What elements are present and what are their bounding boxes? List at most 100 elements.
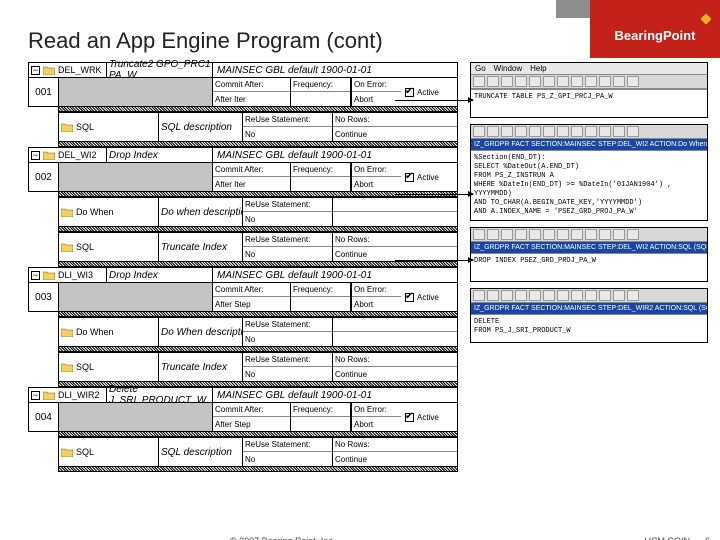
toolbar-button[interactable] bbox=[487, 126, 499, 137]
section-tree-cell[interactable]: −DEL_WI2 bbox=[29, 148, 107, 162]
step-props: ReUse Statement:NoNo Rows:Continue bbox=[243, 233, 457, 261]
toolbar-button[interactable] bbox=[473, 76, 485, 87]
toolbar-button[interactable] bbox=[487, 229, 499, 240]
section-tree-cell[interactable]: −DLI_WIR2 bbox=[29, 388, 107, 402]
toolbar-button[interactable] bbox=[515, 76, 527, 87]
toolbar-button[interactable] bbox=[613, 290, 625, 301]
section-active-cell[interactable]: Active bbox=[401, 283, 457, 311]
collapse-icon[interactable]: − bbox=[31, 151, 40, 160]
toolbar-button[interactable] bbox=[557, 76, 569, 87]
menu-item-help[interactable]: Help bbox=[530, 64, 546, 73]
section-grey-block bbox=[59, 283, 213, 311]
toolbar-button[interactable] bbox=[599, 290, 611, 301]
step-tree-cell[interactable]: SQL bbox=[59, 113, 159, 141]
folder-icon bbox=[43, 66, 55, 75]
step-italic: Truncate Index bbox=[159, 353, 243, 381]
toolbar-button[interactable] bbox=[599, 229, 611, 240]
toolbar-button[interactable] bbox=[473, 229, 485, 240]
section-tree-cell[interactable]: −DLI_WI3 bbox=[29, 268, 107, 282]
toolbar-button[interactable] bbox=[529, 76, 541, 87]
toolbar-button[interactable] bbox=[613, 229, 625, 240]
step-tree-cell[interactable]: Do When bbox=[59, 318, 159, 346]
header-grey-accent bbox=[556, 0, 590, 18]
folder-icon bbox=[61, 328, 73, 337]
arrow-connector bbox=[395, 100, 473, 101]
collapse-icon[interactable]: − bbox=[31, 66, 40, 75]
mini-toolbar bbox=[471, 75, 707, 89]
toolbar-button[interactable] bbox=[529, 126, 541, 137]
step-tree-cell[interactable]: SQL bbox=[59, 233, 159, 261]
toolbar-button[interactable] bbox=[543, 76, 555, 87]
toolbar-button[interactable] bbox=[599, 126, 611, 137]
toolbar-button[interactable] bbox=[501, 76, 513, 87]
toolbar-button[interactable] bbox=[585, 76, 597, 87]
step-props: ReUse Statement:NoNo Rows:Continue bbox=[243, 353, 457, 381]
toolbar-button[interactable] bbox=[585, 290, 597, 301]
folder-icon bbox=[61, 243, 73, 252]
step-tree-cell[interactable]: Do When bbox=[59, 198, 159, 226]
active-checkbox[interactable] bbox=[405, 173, 414, 182]
active-label: Active bbox=[417, 413, 439, 422]
toolbar-button[interactable] bbox=[585, 229, 597, 240]
step-label: Do When bbox=[76, 327, 114, 337]
collapse-icon[interactable]: − bbox=[31, 271, 40, 280]
toolbar-button[interactable] bbox=[501, 290, 513, 301]
mini-menubar[interactable]: Go Window Help bbox=[471, 63, 707, 75]
step-SQL: SQLTruncate IndexReUse Statement:NoNo Ro… bbox=[58, 232, 458, 262]
toolbar-button[interactable] bbox=[627, 126, 639, 137]
toolbar-button[interactable] bbox=[529, 229, 541, 240]
active-checkbox[interactable] bbox=[405, 88, 414, 97]
toolbar-button[interactable] bbox=[501, 229, 513, 240]
mini-window-body: DROP INDEX PSEZ_GRD_PROJ_PA_W bbox=[471, 253, 707, 281]
section-error-labels: On Error:Abort bbox=[351, 78, 401, 106]
mini-window-title: IZ_GRDPR FACT SECTION:MAINSEC STEP:DEL_W… bbox=[471, 139, 707, 150]
section-active-cell[interactable]: Active bbox=[401, 163, 457, 191]
step-SQL: SQLTruncate IndexReUse Statement:NoNo Ro… bbox=[58, 352, 458, 382]
mini-toolbar bbox=[471, 228, 707, 242]
toolbar-button[interactable] bbox=[515, 229, 527, 240]
toolbar-button[interactable] bbox=[613, 126, 625, 137]
toolbar-button[interactable] bbox=[543, 290, 555, 301]
step-italic: Do when description bbox=[159, 198, 243, 226]
toolbar-button[interactable] bbox=[529, 290, 541, 301]
toolbar-button[interactable] bbox=[543, 126, 555, 137]
toolbar-button[interactable] bbox=[557, 229, 569, 240]
toolbar-button[interactable] bbox=[487, 76, 499, 87]
section-number: 003 bbox=[29, 283, 59, 311]
step-props: ReUse Statement:No bbox=[243, 318, 457, 346]
toolbar-button[interactable] bbox=[473, 126, 485, 137]
toolbar-button[interactable] bbox=[543, 229, 555, 240]
toolbar-button[interactable] bbox=[515, 126, 527, 137]
toolbar-button[interactable] bbox=[571, 290, 583, 301]
toolbar-button[interactable] bbox=[487, 290, 499, 301]
toolbar-button[interactable] bbox=[585, 126, 597, 137]
active-checkbox[interactable] bbox=[405, 293, 414, 302]
section-tree-cell[interactable]: −DEL_WRK bbox=[29, 63, 107, 77]
section-active-cell[interactable]: Active bbox=[401, 403, 457, 431]
menu-item-go[interactable]: Go bbox=[475, 64, 486, 73]
toolbar-button[interactable] bbox=[571, 76, 583, 87]
section-properties: 002Commit After:After IterFrequency:On E… bbox=[28, 163, 458, 192]
step-tree-cell[interactable]: SQL bbox=[59, 438, 159, 466]
toolbar-button[interactable] bbox=[515, 290, 527, 301]
toolbar-button[interactable] bbox=[627, 290, 639, 301]
toolbar-button[interactable] bbox=[613, 76, 625, 87]
menu-item-window[interactable]: Window bbox=[494, 64, 522, 73]
step-SQL: SQLSQL descriptionReUse Statement:NoNo R… bbox=[58, 112, 458, 142]
collapse-icon[interactable]: − bbox=[31, 391, 40, 400]
step-tree-cell[interactable]: SQL bbox=[59, 353, 159, 381]
brand-name: BearingPoint bbox=[590, 0, 720, 43]
section-active-cell[interactable]: Active bbox=[401, 78, 457, 106]
toolbar-button[interactable] bbox=[557, 290, 569, 301]
active-checkbox[interactable] bbox=[405, 413, 414, 422]
toolbar-button[interactable] bbox=[501, 126, 513, 137]
section-prop-labels: Commit After:After Iter bbox=[213, 163, 291, 191]
toolbar-button[interactable] bbox=[599, 76, 611, 87]
toolbar-button[interactable] bbox=[473, 290, 485, 301]
toolbar-button[interactable] bbox=[571, 229, 583, 240]
toolbar-button[interactable] bbox=[627, 229, 639, 240]
section-number: 001 bbox=[29, 78, 59, 106]
toolbar-button[interactable] bbox=[627, 76, 639, 87]
toolbar-button[interactable] bbox=[571, 126, 583, 137]
toolbar-button[interactable] bbox=[557, 126, 569, 137]
